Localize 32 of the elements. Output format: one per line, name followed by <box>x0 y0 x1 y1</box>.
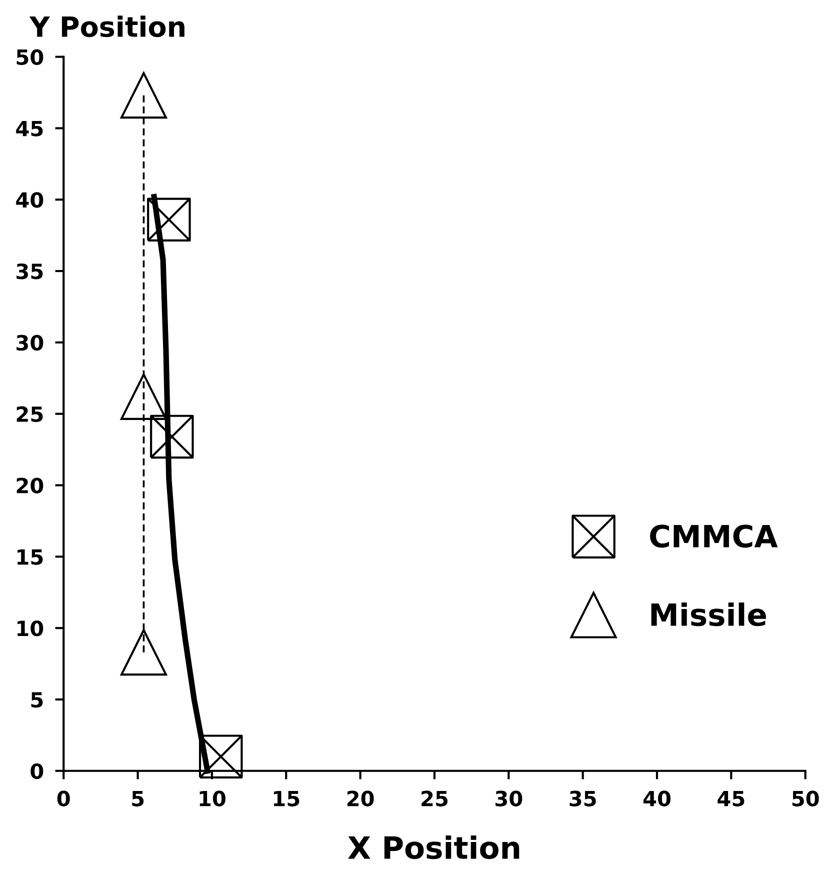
x-tick-label: 10 <box>200 790 226 806</box>
x-tick-label: 5 <box>132 790 144 806</box>
y-tick-label: 10 <box>18 620 44 636</box>
point <box>147 198 191 242</box>
x-tick-label: 50 <box>792 790 819 806</box>
y-tick-label: 5 <box>31 692 43 708</box>
legend-label: CMMCA <box>650 524 778 548</box>
x-tick-label: 15 <box>274 790 300 806</box>
y-tick-label: 35 <box>16 263 43 280</box>
y-tick-label: 25 <box>16 406 43 422</box>
point <box>120 373 167 420</box>
legend-label: Missile <box>651 602 766 626</box>
point <box>198 734 243 778</box>
x-tick-label: 0 <box>57 790 70 806</box>
y-tick-label: 15 <box>18 549 43 565</box>
x-tick-label: 35 <box>570 790 596 806</box>
y-tick-label: 0 <box>30 763 44 780</box>
y-tick-label: 45 <box>16 120 43 136</box>
y-tick-label: 20 <box>16 478 44 494</box>
y-tick-label: 40 <box>16 192 44 208</box>
y-tick-label: 50 <box>16 49 44 66</box>
x-tick-label: 30 <box>496 790 522 806</box>
x-tick-label: 40 <box>643 790 670 806</box>
x-tick-label: 20 <box>347 790 374 806</box>
x-tick-label: 25 <box>422 790 448 806</box>
x-tick-label: 45 <box>718 790 744 806</box>
point <box>120 72 167 119</box>
y-tick-label: 30 <box>16 334 44 351</box>
y-axis-title: Y Position <box>29 16 184 38</box>
x-axis-title: X Position <box>348 835 520 860</box>
point <box>150 414 194 459</box>
point <box>120 629 167 676</box>
